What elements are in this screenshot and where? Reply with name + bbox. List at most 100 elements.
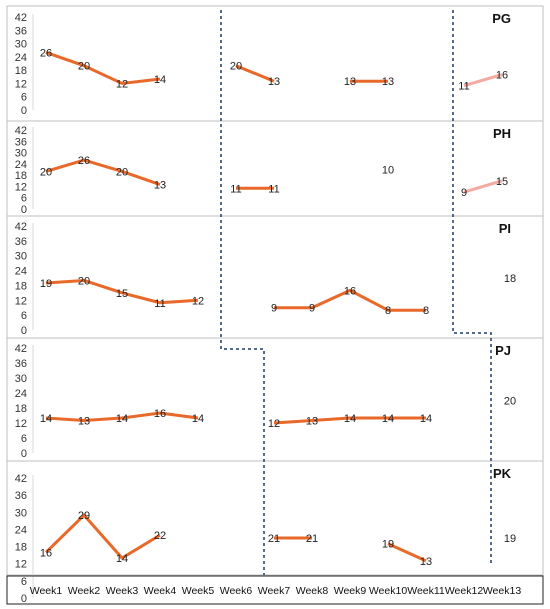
y-tick-label: 42 [15,473,27,485]
data-label: 13 [78,416,90,428]
data-label: 14 [420,413,432,425]
divider-line [452,10,492,565]
data-label: 20 [78,275,90,287]
panel-pk: 0 6 12 18 24 30 36 42 PK 16 29 14 22 21 21 19 13 19 [6,460,544,605]
data-label: 14 [192,413,204,425]
data-label: 13 [154,180,166,192]
data-label: 9 [461,187,467,199]
data-label: 15 [116,288,128,300]
x-tick-label: Week9 [334,585,367,597]
y-tick-label: 42 [15,12,27,24]
data-label: 11 [230,183,241,195]
data-label: 16 [344,285,356,297]
data-label: 26 [40,47,52,59]
data-label: 19 [40,278,52,290]
x-tick-label: Week5 [182,585,215,597]
panel-title: PI [499,221,511,236]
series-line [45,411,199,422]
data-label: 13 [420,556,432,568]
data-label: 14 [344,413,356,425]
y-tick-label: 18 [15,65,27,77]
series-line [45,158,161,186]
data-label: 26 [78,155,90,167]
data-label: 8 [385,305,391,317]
y-tick-label: 12 [15,418,27,430]
panel-frame [6,120,544,217]
data-label: 20 [116,166,128,178]
y-tick-label: 42 [15,343,27,355]
y-tick-label: 30 [15,251,27,263]
y-tick-label: 12 [15,559,27,571]
panel-title: PG [492,11,511,26]
y-tick-label: 30 [15,373,27,385]
schedule-divider-lines [220,10,492,575]
series-line [235,64,275,83]
y-tick-label: 0 [21,204,27,216]
y-tick-label: 6 [21,433,27,445]
y-tick-label: 18 [15,542,27,554]
data-label: 20 [504,396,516,408]
y-tick-label: 30 [15,507,27,519]
series-line [45,278,199,305]
x-axis-frame [6,575,544,605]
data-label: 9 [309,303,315,315]
y-tick-label: 12 [15,181,27,193]
series-line [463,73,503,88]
data-label: 9 [271,303,277,315]
y-tick-label: 36 [15,25,27,37]
data-label: 29 [78,510,90,522]
data-label: 12 [116,78,128,90]
data-label: 16 [496,70,508,82]
y-tick-label: 42 [15,221,27,233]
y-tick-label: 6 [21,576,27,588]
data-label: 12 [268,418,280,430]
panel-pj: 0 6 12 18 24 30 36 42 PJ 14 13 14 16 14 12 13 14 14 14 20 [6,337,544,462]
data-label: 11 [268,183,279,195]
y-tick-label: 24 [15,52,27,64]
data-label: 13 [306,416,318,428]
data-label: 10 [382,165,394,177]
x-tick-label: Week4 [144,585,177,597]
series-line [273,416,426,425]
y-tick-label: 0 [21,105,27,117]
data-label: 11 [154,298,165,310]
y-tick-label: 24 [15,266,27,278]
data-label: 13 [382,76,394,88]
x-tick-label: Week13 [483,585,521,597]
data-label: 20 [78,61,90,73]
data-label: 13 [268,76,280,88]
series-line [463,179,503,194]
y-tick-label: 24 [15,388,27,400]
x-tick-label: Week7 [258,585,291,597]
y-tick-label: 30 [15,39,27,51]
y-tick-label: 12 [15,78,27,90]
y-tick-label: 36 [15,236,27,248]
y-tick-label: 6 [21,310,27,322]
y-tick-label: 24 [15,159,27,171]
y-tick-label: 42 [15,125,27,137]
x-tick-label: Week6 [220,585,253,597]
y-tick-label: 36 [15,136,27,148]
x-tick-label: Week11 [407,585,445,597]
data-label: 15 [496,176,508,188]
data-label: 19 [382,539,394,551]
data-label: 22 [154,530,166,542]
data-label: 20 [230,61,242,73]
data-label: 8 [423,305,429,317]
y-tick-label: 36 [15,358,27,370]
panel-frame [6,337,544,462]
x-axis: Week1 Week2 Week3 Week4 Week5 Week6 Week7 Week8… [6,575,544,605]
x-tick-label: Week8 [296,585,329,597]
data-label: 20 [40,166,52,178]
data-label: 16 [40,547,52,559]
data-label: 14 [116,553,128,565]
y-tick-label: 36 [15,490,27,502]
y-tick-label: 30 [15,148,27,160]
series-line [387,542,427,563]
y-tick-label: 18 [15,280,27,292]
y-tick-label: 12 [15,295,27,307]
y-tick-label: 6 [21,92,27,104]
series-line [274,288,426,312]
